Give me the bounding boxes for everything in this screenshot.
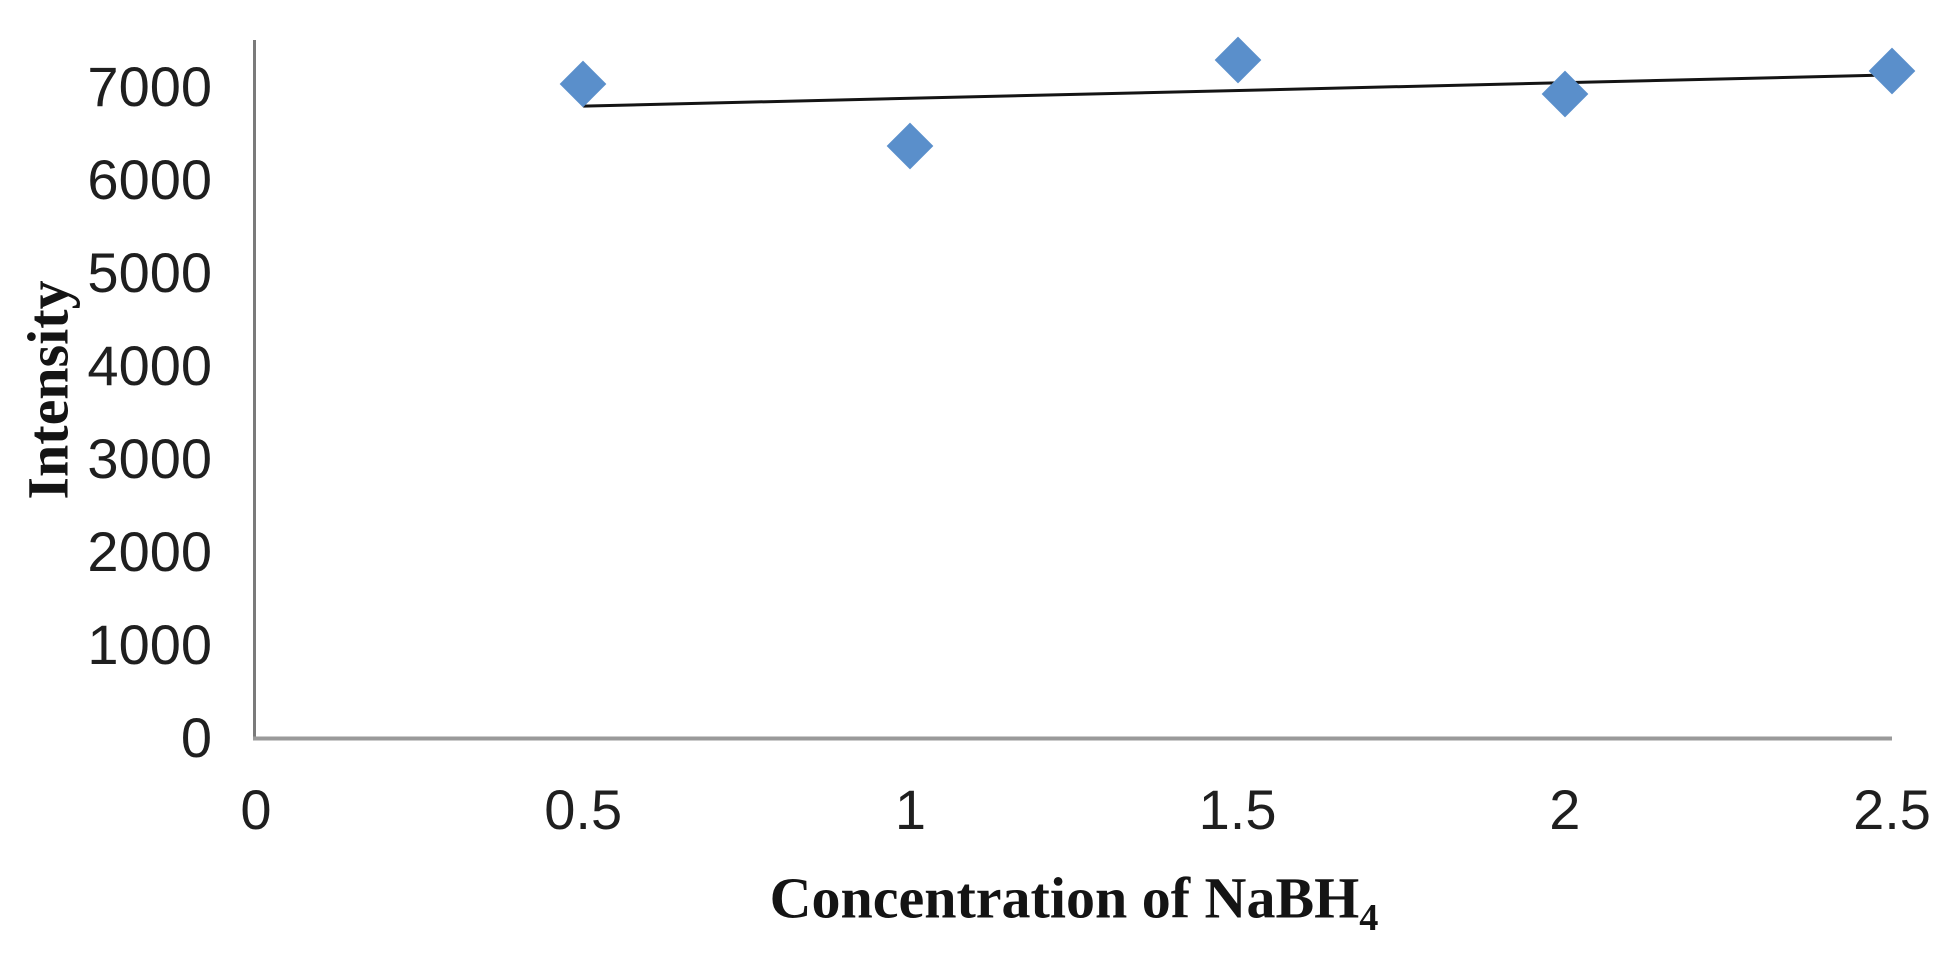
y-tick-label-1000: 1000: [87, 612, 212, 676]
x-axis-title-subscript: 4: [1359, 897, 1379, 940]
y-tick-label-5000: 5000: [87, 240, 212, 304]
y-tick-label-6000: 6000: [87, 147, 212, 211]
y-tick-label-0: 0: [180, 706, 212, 769]
x-tick-label-2.5: 2.5: [1853, 778, 1931, 841]
x-tick-label-1.5: 1.5: [1198, 778, 1277, 841]
x-tick-label-0.5: 0.5: [544, 778, 623, 841]
x-axis-title-text: Concentration of NaBH: [769, 865, 1360, 931]
y-tick-label-2000: 2000: [87, 519, 212, 583]
y-tick-label-7000: 7000: [87, 54, 212, 118]
x-axis-title: Concentration of NaBH4: [769, 865, 1379, 938]
x-tick-label-2: 2: [1549, 778, 1581, 841]
y-tick-label-4000: 4000: [87, 333, 212, 397]
linear-trendline: [583, 73, 1893, 108]
y-tick-label-3000: 3000: [87, 426, 212, 490]
x-tick-label-1: 1: [894, 778, 926, 841]
x-tick-label-0: 0: [240, 778, 272, 841]
